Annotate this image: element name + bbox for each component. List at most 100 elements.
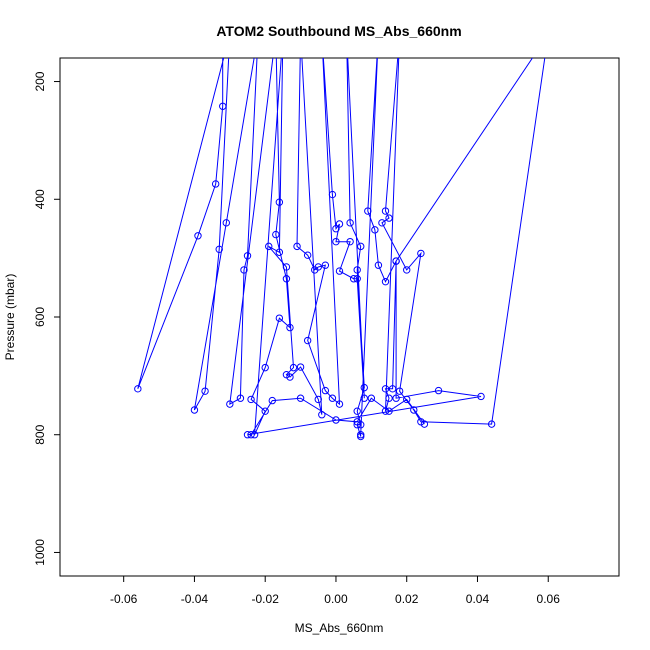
data-point — [286, 373, 294, 381]
data-point — [275, 248, 284, 256]
data-point — [477, 392, 485, 401]
data-point — [328, 190, 337, 199]
data-point — [417, 249, 425, 258]
data-point — [392, 257, 400, 265]
data-point — [410, 406, 418, 414]
data-point — [381, 385, 390, 393]
data-point — [364, 207, 372, 215]
data-point — [261, 363, 269, 372]
data-point — [215, 245, 223, 254]
data-point — [388, 385, 397, 393]
data-point — [420, 420, 429, 428]
series-line — [137, 58, 546, 437]
y-tick-label: 400 — [33, 189, 47, 209]
data-point — [250, 431, 259, 439]
data-point — [296, 363, 305, 371]
data-point — [272, 230, 280, 239]
data-point — [332, 237, 340, 246]
data-point — [293, 242, 301, 251]
data-point — [296, 394, 305, 402]
data-point — [240, 266, 248, 274]
data-point — [335, 267, 344, 275]
data-point — [318, 411, 326, 419]
data-point — [321, 386, 330, 395]
data-point — [385, 407, 393, 415]
data-point — [381, 277, 390, 286]
data-point — [395, 387, 404, 395]
data-point — [236, 394, 245, 402]
data-point — [321, 261, 330, 269]
data-point — [247, 431, 255, 439]
data-point — [265, 242, 273, 251]
x-axis-label: MS_Abs_660nm — [295, 621, 384, 635]
plot-frame — [59, 57, 620, 577]
data-point — [353, 421, 361, 429]
data-point — [434, 386, 443, 395]
data-point — [353, 418, 361, 426]
data-point — [190, 406, 199, 414]
data-point — [353, 266, 361, 274]
data-point — [381, 407, 390, 415]
data-point — [268, 396, 276, 405]
data-point — [378, 219, 386, 227]
data-point — [403, 395, 411, 404]
data-point — [282, 275, 291, 283]
data-point — [385, 394, 393, 402]
data-point — [219, 102, 227, 110]
x-tick-label: -0.06 — [110, 592, 138, 606]
y-tick-label: 1000 — [33, 539, 47, 566]
data-point — [360, 383, 368, 392]
x-tick-label: 0.06 — [537, 592, 561, 606]
data-point — [392, 394, 400, 402]
data-point — [381, 207, 390, 215]
data-point — [360, 394, 368, 402]
data-point — [303, 336, 312, 345]
data-point — [275, 198, 284, 206]
data-point — [243, 431, 252, 439]
data-point — [353, 275, 361, 283]
data-point — [303, 251, 312, 259]
y-axis: 200 400 600 800 1000 — [33, 71, 60, 566]
y-tick-label: 600 — [33, 307, 47, 327]
data-point — [211, 180, 220, 188]
data-point — [367, 394, 376, 402]
data-point — [328, 394, 337, 402]
data-point — [314, 263, 322, 271]
y-axis-label: Pressure (mbar) — [3, 274, 17, 361]
x-tick-label: 0.04 — [466, 592, 490, 606]
data-point — [194, 232, 202, 240]
series-layer — [134, 58, 546, 441]
data-point — [222, 219, 230, 227]
data-point — [134, 385, 142, 393]
y-tick-label: 800 — [33, 424, 47, 444]
data-point — [332, 225, 340, 233]
data-point — [286, 323, 294, 332]
data-point — [357, 431, 365, 439]
data-point — [346, 237, 354, 246]
data-point — [374, 261, 383, 269]
data-point — [403, 266, 411, 274]
data-point — [226, 400, 234, 408]
chart-title: ATOM2 Southbound MS_Abs_660nm — [216, 23, 461, 39]
data-point — [289, 363, 298, 372]
x-tick-label: -0.04 — [181, 592, 209, 606]
y-tick-label: 200 — [33, 71, 47, 91]
x-tick-label: 0.02 — [395, 592, 419, 606]
data-point — [335, 220, 344, 228]
data-point — [487, 420, 496, 428]
data-point — [247, 395, 255, 404]
data-point — [371, 226, 379, 234]
data-point — [275, 314, 284, 322]
data-point — [243, 252, 252, 260]
data-point — [201, 387, 209, 395]
data-point — [314, 395, 322, 404]
data-point — [335, 400, 344, 408]
data-point — [349, 275, 358, 283]
x-tick-label: 0.00 — [324, 592, 348, 606]
data-point — [261, 407, 269, 415]
data-point — [357, 242, 365, 251]
x-tick-label: -0.02 — [252, 592, 280, 606]
data-point — [353, 407, 361, 415]
data-point — [282, 263, 291, 271]
